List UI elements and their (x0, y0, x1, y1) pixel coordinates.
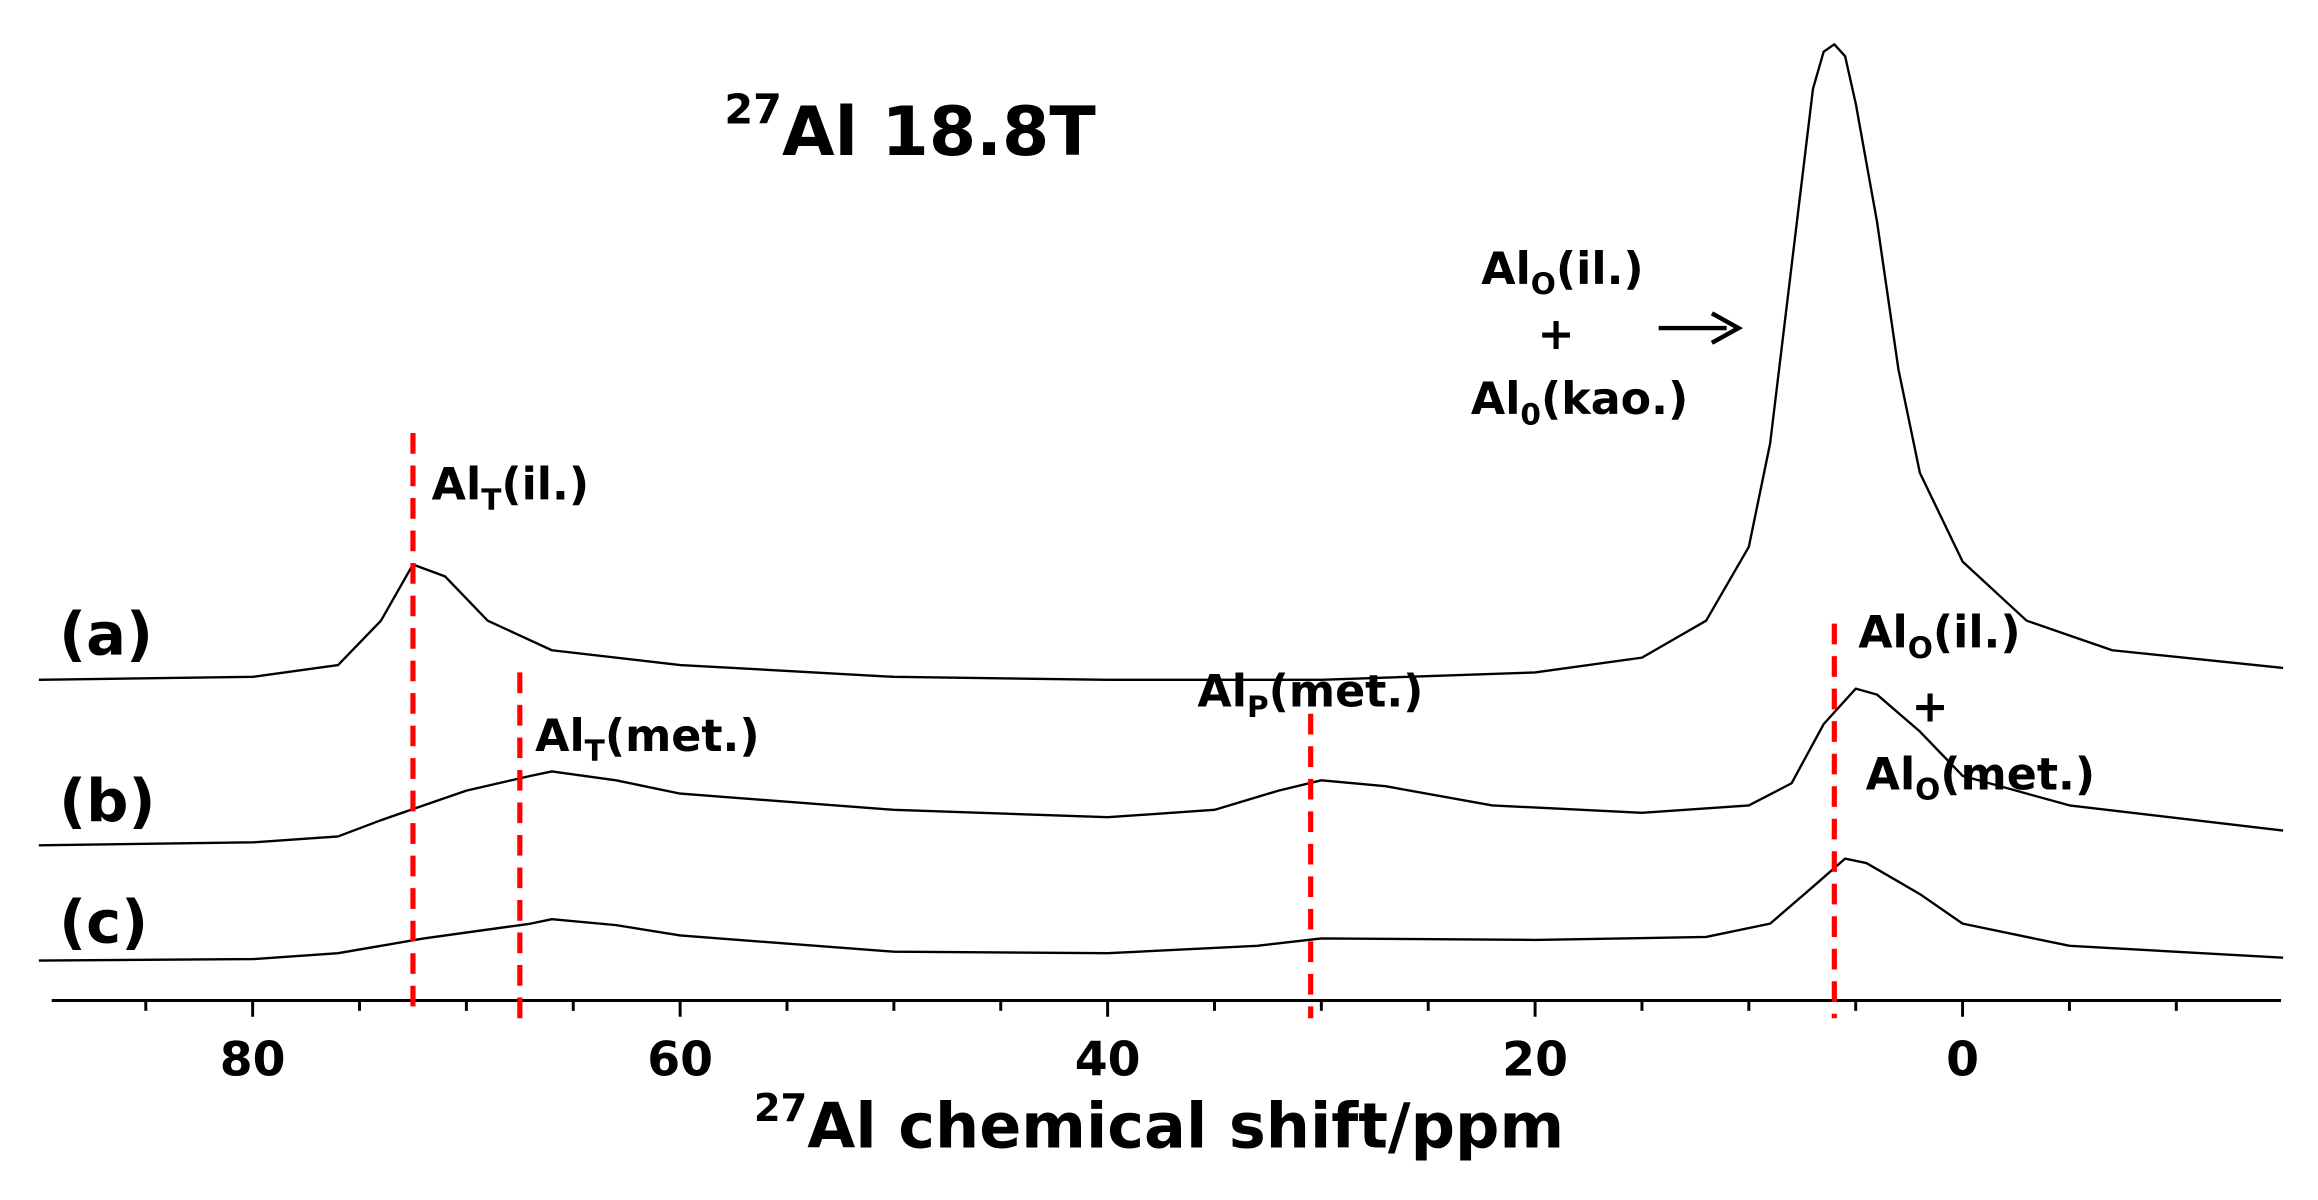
x-label-text: Al chemical shift/ppm (807, 1090, 1564, 1163)
annotation-subscript: 0 (1520, 397, 1541, 431)
annotation-main: Al (1866, 749, 1916, 800)
title-text: Al 18.8T (782, 93, 1096, 172)
annotation: AlO(il.) (1858, 607, 2020, 664)
annotation: AlT(met.) (535, 711, 760, 768)
chart-title: 27Al 18.8T (724, 85, 1096, 171)
annotation-main: Al (432, 460, 482, 511)
x-label-superscript: 27 (754, 1085, 807, 1130)
series-label: (c) (59, 888, 148, 957)
annotation: + (1911, 681, 1948, 732)
annotation-subscript: T (585, 734, 605, 768)
annotation-tail: (il.) (1556, 244, 1644, 295)
annotation-tail: (il.) (1933, 607, 2021, 658)
x-tick-label: 80 (220, 1033, 286, 1088)
spectrum-line (38, 687, 2284, 847)
annotation-main: Al (1481, 244, 1531, 295)
annotation-main: Al (535, 711, 585, 762)
annotation-main: + (1537, 309, 1574, 360)
annotation-subscript: T (481, 482, 501, 516)
annotation-subscript: P (1247, 689, 1269, 723)
annotation-tail: (met.) (605, 711, 760, 762)
series-label: (b) (59, 767, 155, 836)
annotation-main: Al (1858, 607, 1908, 658)
annotation-subscript: O (1531, 267, 1556, 301)
x-tick-label: 60 (647, 1033, 713, 1088)
annotation-main: Al (1471, 374, 1521, 425)
annotation-tail: (kao.) (1541, 374, 1688, 425)
x-tick-label: 40 (1075, 1033, 1141, 1088)
spectrum-line (38, 43, 2284, 681)
x-tick-label: 0 (1946, 1033, 1979, 1088)
annotation-tail: (met.) (1940, 749, 2095, 800)
annotation: AlO(il.) (1481, 244, 1643, 301)
series-label: (a) (59, 600, 153, 669)
x-tick-label: 20 (1502, 1033, 1568, 1088)
annotation-main: + (1911, 681, 1948, 732)
arrow-head (1710, 311, 1744, 345)
annotation-subscript: O (1908, 630, 1933, 664)
annotation: + (1537, 309, 1574, 360)
title-superscript: 27 (724, 85, 782, 133)
annotation: AlT(il.) (432, 460, 589, 517)
annotation: AlP(met.) (1197, 667, 1423, 724)
annotation-tail: (il.) (501, 460, 589, 511)
annotation: AlO(met.) (1866, 749, 2095, 806)
spectrum-line (38, 857, 2284, 962)
annotation-tail: (met.) (1269, 667, 1424, 718)
x-axis-label: 27Al chemical shift/ppm (754, 1085, 1564, 1162)
annotation-main: Al (1197, 667, 1247, 718)
annotation-subscript: O (1915, 772, 1940, 806)
annotation: Al0(kao.) (1471, 374, 1688, 431)
arrow (1658, 311, 1744, 345)
